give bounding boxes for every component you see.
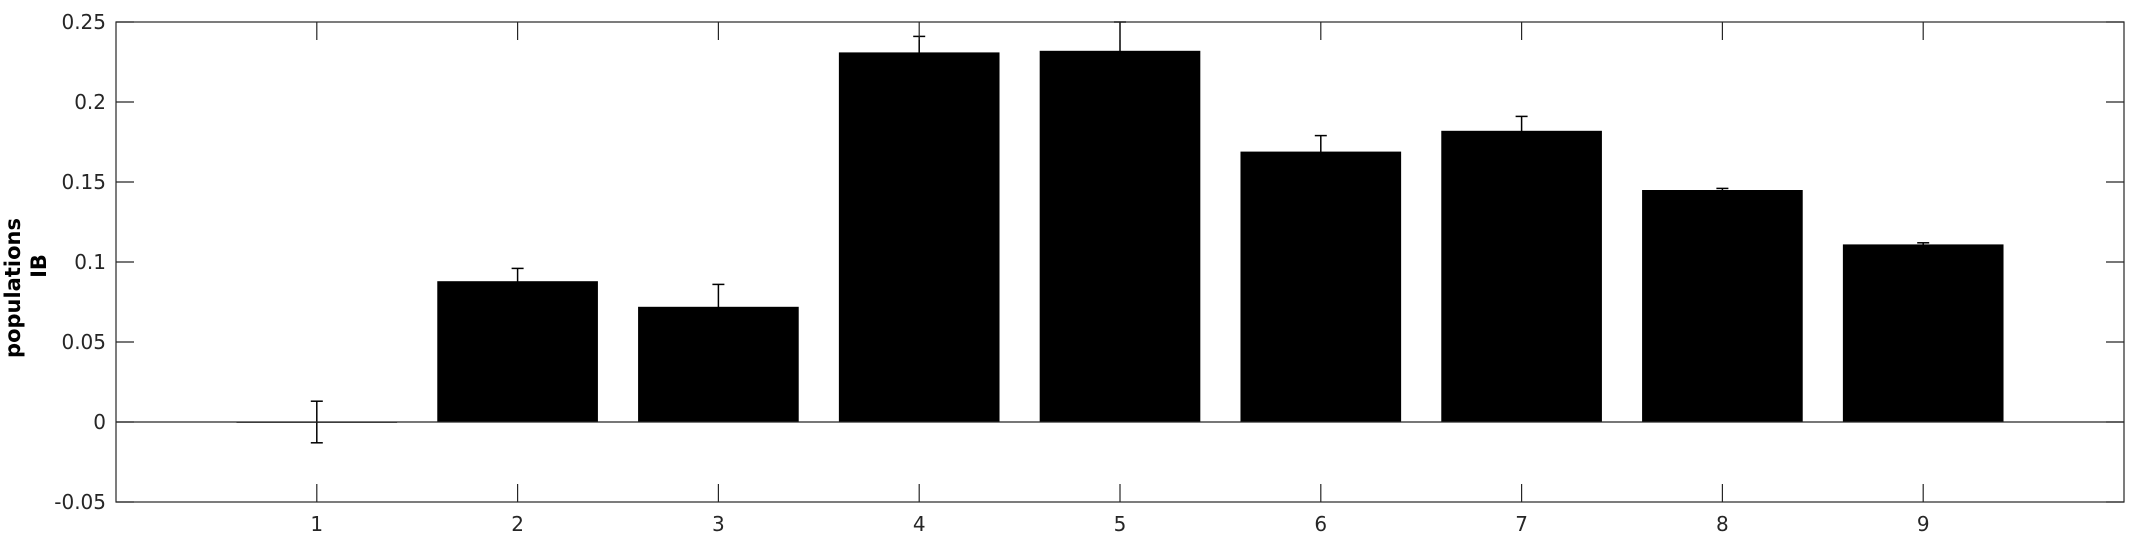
error-bar-9: [1917, 242, 1930, 247]
x-tick-label: 1: [310, 512, 323, 533]
error-bar-6: [1314, 134, 1327, 169]
bar-8: [1642, 190, 1803, 422]
x-tick-label: 6: [1314, 512, 1327, 533]
y-tick-label: 0.05: [61, 330, 106, 354]
x-tick-label: 9: [1917, 512, 1930, 533]
y-tick-label: 0.25: [61, 10, 106, 34]
bar-5: [1039, 50, 1201, 423]
bar-6: [1240, 151, 1402, 422]
ticks-layer: -0.05 0 0.05 0.1 0.15 0.2 0.25 1 2 3 4 5 6 7 8 9: [54, 10, 2124, 533]
y-tick-label: 0: [93, 410, 106, 434]
x-tick-label: 8: [1716, 512, 1729, 533]
bar-9: [1842, 244, 2004, 422]
bar-4: [838, 52, 1000, 423]
error-bar-2: [511, 267, 524, 295]
x-tick-label: 2: [511, 512, 524, 533]
bar-7: [1441, 130, 1602, 423]
y-tick-label: 0.15: [61, 170, 106, 194]
x-tick-label: 7: [1515, 512, 1528, 533]
error-bar-3: [712, 283, 725, 330]
labels-layer: populations IB: [1, 218, 51, 358]
error-bar-8: [1716, 187, 1729, 193]
y-tick-label: -0.05: [54, 490, 106, 514]
bars-layer: [236, 50, 2004, 423]
bar-2: [437, 281, 598, 422]
y-axis-label-line-1: populations: [1, 218, 25, 358]
y-tick-label: 0.1: [74, 250, 106, 274]
y-axis-label-line-2: IB: [27, 254, 51, 278]
x-tick-label: 5: [1114, 512, 1127, 533]
x-tick-label: 4: [913, 512, 926, 533]
error-bar-7: [1515, 115, 1528, 146]
x-tick-label: 3: [712, 512, 725, 533]
y-tick-label: 0.2: [74, 90, 106, 114]
